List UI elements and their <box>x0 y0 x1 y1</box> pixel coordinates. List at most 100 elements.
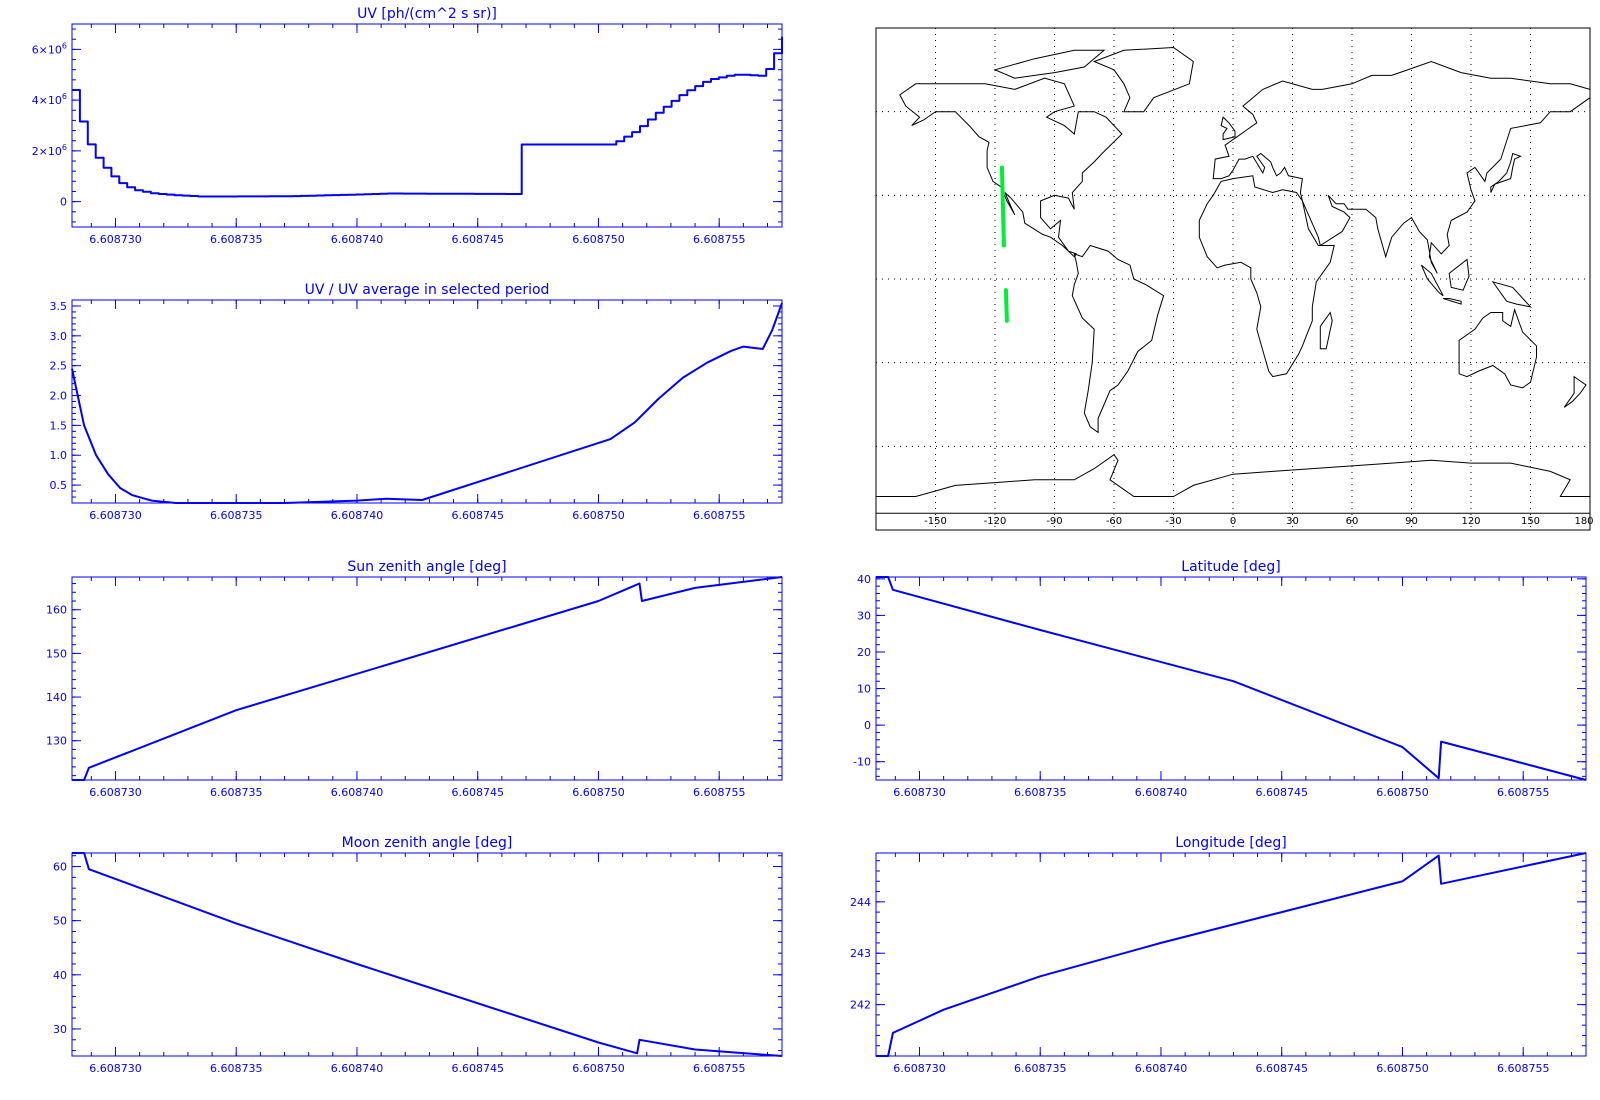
panel-sun-zenith: Sun zenith angle [deg] 6.608730 6.608735 6.… <box>46 559 783 799</box>
x-tick-label: 6.608755 <box>693 509 746 522</box>
coastline <box>1220 116 1236 141</box>
coastline <box>1071 244 1165 434</box>
x-tick-label: 6.608740 <box>331 1062 384 1075</box>
y-tick-label: 30 <box>53 1023 67 1036</box>
chart-title: Moon zenith angle [deg] <box>342 835 513 851</box>
chart-title: Longitude [deg] <box>1175 835 1286 851</box>
x-tick-label: 6.608750 <box>1376 1062 1429 1075</box>
chart-title: Sun zenith angle [deg] <box>347 559 506 575</box>
y-tick-label: 244 <box>850 896 871 909</box>
x-tick-label: 6.608740 <box>331 786 384 799</box>
x-tick-label: 6.608740 <box>1135 786 1188 799</box>
coastline <box>875 454 1591 514</box>
chart-title: UV / UV average in selected period <box>305 282 550 298</box>
ground-track-segment <box>999 165 1006 248</box>
y-tick-label: 6×106 <box>32 41 67 56</box>
lon-tick-label: -60 <box>1106 516 1122 527</box>
coastline <box>1448 258 1470 291</box>
x-tick-label: 6.608735 <box>210 233 263 246</box>
y-tick-label: 150 <box>46 647 67 660</box>
panel-latitude: Latitude [deg] 6.608730 6.608735 6.608740 6.… <box>853 559 1587 799</box>
panel-uv-ratio: UV / UV average in selected period 6.6087… <box>50 282 783 522</box>
x-tick-label: 6.608730 <box>89 233 142 246</box>
y-tick-label: 0 <box>60 196 67 209</box>
panel-longitude: Longitude [deg] 6.608730 6.608735 6.608740 6… <box>850 835 1587 1075</box>
x-tick-label: 6.608745 <box>1255 786 1308 799</box>
coastline <box>1198 175 1335 378</box>
x-tick-label: 6.608730 <box>893 786 946 799</box>
x-tick-label: 6.608750 <box>1376 786 1429 799</box>
x-tick-label: 6.608730 <box>89 786 142 799</box>
y-tick-label: 140 <box>46 691 67 704</box>
plot-frame <box>71 299 783 504</box>
series-line-uv <box>72 36 783 198</box>
coastline <box>899 77 1123 258</box>
y-tick-label: 30 <box>857 609 871 622</box>
coastline <box>1420 264 1444 297</box>
plot-frame <box>71 576 783 781</box>
x-tick-label: 6.608735 <box>210 786 263 799</box>
lon-tick-label: 150 <box>1521 516 1540 527</box>
coastline <box>1491 280 1532 308</box>
x-tick-label: 6.608740 <box>1135 1062 1188 1075</box>
plot-frame <box>875 576 1587 781</box>
panel-moon-zenith: Moon zenith angle [deg] 6.608730 6.608735 6… <box>53 835 783 1075</box>
lon-tick-label: 0 <box>1230 516 1236 527</box>
series-line-moon-zenith <box>72 852 783 1057</box>
x-tick-label: 6.608755 <box>693 786 746 799</box>
lon-tick-label: 90 <box>1405 516 1418 527</box>
panel-uv: UV [ph/(cm^2 s sr)] 6.608730 6.608735 6.608… <box>32 6 783 246</box>
coastline <box>993 49 1106 79</box>
x-tick-label: 6.608745 <box>451 233 504 246</box>
y-tick-label: 243 <box>850 947 871 960</box>
y-tick-label: 1.0 <box>50 449 68 462</box>
x-tick-label: 6.608745 <box>1255 1062 1308 1075</box>
x-tick-label: 6.608735 <box>1014 786 1067 799</box>
coastline <box>1092 46 1194 113</box>
y-tick-label: 130 <box>46 735 67 748</box>
y-tick-label: 0 <box>864 719 871 732</box>
x-tick-label: 6.608740 <box>331 509 384 522</box>
lon-tick-label: 30 <box>1286 516 1299 527</box>
x-tick-label: 6.608745 <box>451 1062 504 1075</box>
x-tick-label: 6.608755 <box>693 233 746 246</box>
x-tick-label: 6.608730 <box>89 509 142 522</box>
x-tick-label: 6.608755 <box>1497 1062 1550 1075</box>
x-tick-label: 6.608755 <box>1497 786 1550 799</box>
plot-frame <box>71 852 783 1057</box>
y-tick-label: 2.0 <box>50 390 68 403</box>
x-tick-label: 6.608740 <box>331 233 384 246</box>
y-tick-label: 3.5 <box>50 300 68 313</box>
lon-tick-label: 180 <box>1574 516 1593 527</box>
plot-frame <box>875 852 1587 1057</box>
coastline <box>1458 307 1537 389</box>
y-tick-label: 40 <box>857 573 871 586</box>
y-tick-label: 20 <box>857 646 871 659</box>
y-tick-label: 2.5 <box>50 360 68 373</box>
lon-tick-label: 120 <box>1461 516 1480 527</box>
coastline <box>1212 60 1591 274</box>
y-tick-label: 2×106 <box>32 143 67 158</box>
y-tick-label: 242 <box>850 999 871 1012</box>
x-tick-label: 6.608755 <box>693 1062 746 1075</box>
coastline <box>1319 311 1333 350</box>
chart-title: UV [ph/(cm^2 s sr)] <box>357 6 497 22</box>
x-tick-label: 6.608745 <box>451 509 504 522</box>
lon-tick-label: -90 <box>1046 516 1062 527</box>
y-tick-label: 0.5 <box>50 479 68 492</box>
x-tick-label: 6.608730 <box>89 1062 142 1075</box>
coastline <box>1490 152 1522 193</box>
series-line-sun-zenith <box>72 576 783 781</box>
x-tick-label: 6.608730 <box>893 1062 946 1075</box>
series-line-longitude <box>876 852 1587 1057</box>
y-tick-label: -10 <box>853 756 871 769</box>
y-tick-label: 3.0 <box>50 330 68 343</box>
series-line-uv-ratio <box>71 302 783 504</box>
lon-tick-label: -120 <box>984 516 1007 527</box>
ground-track-segment <box>1003 288 1009 323</box>
coastline <box>1443 298 1462 305</box>
y-tick-label: 160 <box>46 604 67 617</box>
x-tick-label: 6.608750 <box>572 233 625 246</box>
plot-frame <box>71 23 783 228</box>
x-tick-label: 6.608735 <box>210 1062 263 1075</box>
